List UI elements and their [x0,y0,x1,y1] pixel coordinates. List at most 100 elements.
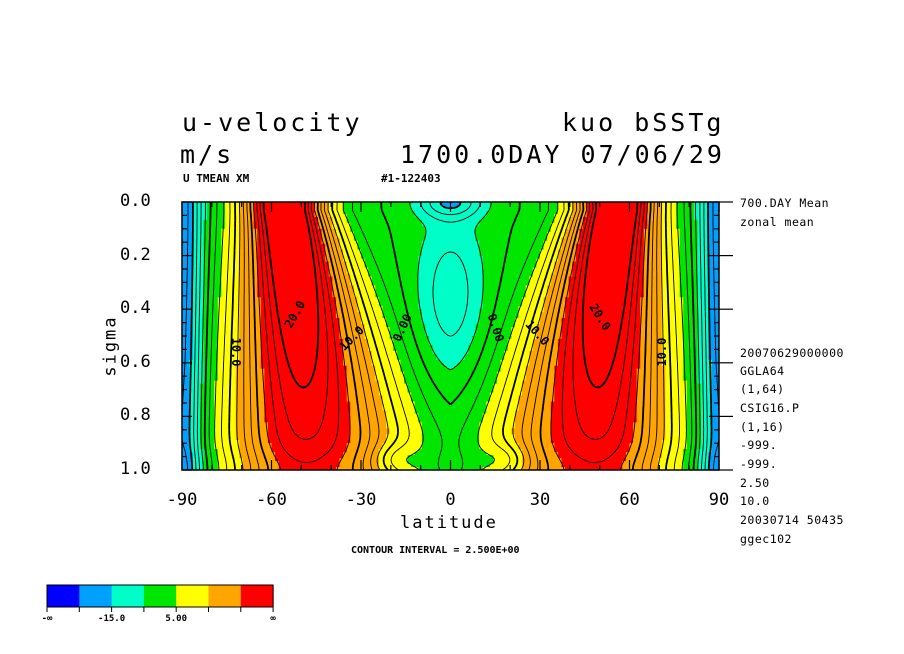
contour-fill-cell [615,202,620,206]
contour-fill-cell [403,288,409,292]
contour-fill-cell [300,264,305,269]
contour-fill-cell [708,228,713,233]
contour-fill-cell [407,213,412,218]
contour-fill-cell [421,282,427,286]
contour-fill-cell [658,234,663,239]
contour-fill-cell [622,273,627,278]
contour-fill-cell [389,216,394,221]
contour-fill-cell [407,285,412,289]
contour-fill-cell [625,294,631,298]
contour-fill-cell [210,222,215,227]
contour-fill-cell [425,279,430,283]
contour-fill-cell [382,237,387,242]
contour-fill-cell [221,240,226,245]
contour-fill-cell [361,297,366,301]
contour-fill-cell [378,240,384,245]
contour-fill-cell [590,204,595,209]
contour-fill-cell [400,279,405,283]
contour-fill-cell [672,225,677,230]
contour-fill-cell [199,300,205,304]
contour-fill-cell [310,207,316,212]
contour-fill-cell [522,270,527,275]
contour-fill-cell [285,258,290,263]
contour-fill-cell [650,270,656,275]
contour-fill-cell [364,234,369,239]
contour-fill-cell [640,243,645,248]
contour-fill-cell [471,267,477,272]
contour-fill-cell [425,219,430,224]
contour-fill-cell [353,285,359,289]
contour-fill-cell [246,213,251,218]
contour-fill-cell [543,216,548,221]
contour-fill-cell [604,267,609,272]
contour-fill-cell [636,204,641,209]
contour-fill-cell [446,261,452,266]
contour-fill-cell [339,225,344,230]
contour-fill-cell [192,219,197,224]
contour-fill-cell [625,249,631,254]
contour-fill-cell [443,240,448,245]
contour-fill-cell [590,297,595,301]
contour-fill-cell [640,255,645,260]
contour-fill-cell [239,231,244,236]
contour-fill-cell [590,207,595,212]
contour-fill-cell [246,282,251,286]
contour-fill-cell [357,210,362,215]
contour-fill-cell [683,258,688,263]
contour-fill-cell [421,297,427,301]
contour-fill-cell [683,297,688,301]
contour-fill-cell [489,243,495,248]
contour-fill-cell [486,202,491,206]
contour-fill-cell [403,249,409,254]
contour-fill-cell [686,216,691,221]
contour-fill-cell [446,246,452,251]
contour-fill-cell [471,219,477,224]
contour-fill-cell [335,282,341,286]
contour-fill-cell [292,264,298,269]
contour-fill-cell [357,249,362,254]
contour-fill-cell [457,213,462,218]
contour-fill-cell [486,237,491,242]
contour-fill-cell [253,258,258,263]
contour-fill-cell [353,216,359,221]
contour-fill-cell [572,222,577,227]
contour-fill-cell [439,213,444,218]
contour-fill-cell [203,261,208,266]
contour-fill-cell [679,216,684,221]
contour-fill-cell [704,216,709,221]
contour-fill-cell [536,258,541,263]
contour-fill-cell [432,246,437,251]
contour-fill-cell [629,240,634,245]
contour-fill-cell [361,276,366,281]
contour-fill-cell [307,255,312,260]
contour-fill-cell [289,249,294,254]
contour-fill-cell [514,285,520,289]
contour-fill-cell [532,258,538,263]
contour-fill-cell [572,267,577,272]
contour-fill-cell [643,204,648,209]
contour-fill-cell [321,276,326,281]
contour-fill-cell [593,270,598,275]
contour-fill-cell [683,216,688,221]
contour-fill-cell [260,264,265,269]
contour-fill-cell [182,288,187,292]
contour-fill-cell [321,270,326,275]
contour-fill-cell [353,291,359,295]
contour-fill-cell [285,276,290,281]
contour-fill-cell [647,288,652,292]
contour-fill-cell [676,279,681,283]
contour-fill-cell [242,276,248,281]
contour-fill-cell [529,252,534,257]
contour-fill-cell [575,285,580,289]
contour-fill-cell [414,264,419,269]
contour-fill-cell [289,240,294,245]
contour-fill-cell [457,234,462,239]
contour-fill-cell [393,291,398,295]
contour-fill-cell [321,255,326,260]
contour-fill-cell [203,291,208,295]
contour-fill-cell [604,240,609,245]
contour-fill-cell [486,270,491,275]
contour-fill-cell [368,202,373,206]
contour-fill-cell [708,273,713,278]
contour-fill-cell [429,267,434,272]
